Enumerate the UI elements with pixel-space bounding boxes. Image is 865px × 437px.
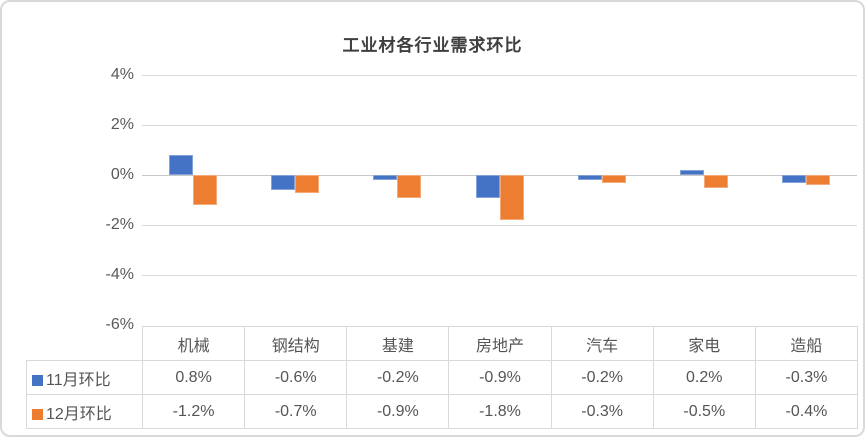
gridline bbox=[142, 275, 857, 276]
value-cell: -0.9% bbox=[448, 360, 552, 395]
value-cell: 0.2% bbox=[652, 360, 756, 395]
value-cell: -0.9% bbox=[346, 394, 450, 429]
legend-key-12月环比: 12月环比 bbox=[26, 394, 143, 429]
value-cell: -0.3% bbox=[550, 394, 654, 429]
gridline bbox=[142, 225, 857, 226]
bar-12月环比-家电 bbox=[703, 175, 728, 188]
bar-11月环比-基建 bbox=[373, 175, 398, 180]
category-header: 家电 bbox=[652, 326, 756, 361]
category-header: 基建 bbox=[346, 326, 450, 361]
value-cell: -0.3% bbox=[754, 360, 859, 395]
category-header: 汽车 bbox=[550, 326, 654, 361]
value-cell: -1.8% bbox=[448, 394, 552, 429]
data-table: 机械 钢结构 基建 房地产 汽车 家电 造船 11月环比 0.8% -0.6% -0.2% -0.9%… bbox=[26, 326, 859, 429]
bar-12月环比-房地产 bbox=[499, 175, 524, 220]
bar-11月环比-钢结构 bbox=[271, 175, 296, 190]
table-corner-cell bbox=[27, 327, 143, 361]
category-header: 钢结构 bbox=[244, 326, 348, 361]
y-axis-tick-label: 4% bbox=[110, 66, 134, 83]
value-cell: -1.2% bbox=[141, 394, 246, 429]
bar-11月环比-汽车 bbox=[577, 175, 602, 180]
bar-11月环比-房地产 bbox=[475, 175, 500, 198]
category-header: 房地产 bbox=[448, 326, 552, 361]
bar-12月环比-汽车 bbox=[601, 175, 626, 183]
y-axis-tick-label: -2% bbox=[105, 216, 134, 233]
legend-swatch-icon bbox=[32, 374, 43, 386]
series-name: 11月环比 bbox=[46, 371, 111, 389]
value-cell: -0.2% bbox=[346, 360, 450, 395]
bar-11月环比-机械 bbox=[169, 155, 194, 175]
gridline bbox=[142, 125, 857, 126]
bar-11月环比-造船 bbox=[781, 175, 806, 183]
legend-key-11月环比: 11月环比 bbox=[26, 360, 143, 395]
chart-title: 工业材各行业需求环比 bbox=[342, 36, 523, 55]
category-header: 机械 bbox=[141, 326, 246, 361]
value-cell: -0.4% bbox=[754, 394, 859, 429]
bar-12月环比-钢结构 bbox=[295, 175, 320, 193]
category-header: 造船 bbox=[754, 326, 859, 361]
series-name: 12月环比 bbox=[46, 405, 112, 423]
y-axis-tick-label: 0% bbox=[110, 166, 134, 183]
value-cell: -0.6% bbox=[244, 360, 348, 395]
value-cell: 0.8% bbox=[141, 360, 246, 395]
value-cell: -0.7% bbox=[244, 394, 348, 429]
y-axis-tick-label: 2% bbox=[110, 116, 134, 133]
y-axis-tick-label: -4% bbox=[105, 266, 134, 283]
legend-swatch-icon bbox=[32, 408, 43, 420]
bar-12月环比-造船 bbox=[805, 175, 830, 185]
plot-area bbox=[142, 75, 857, 325]
bar-11月环比-家电 bbox=[679, 170, 704, 175]
value-cell: -0.5% bbox=[652, 394, 756, 429]
gridline bbox=[142, 75, 857, 76]
bar-12月环比-机械 bbox=[193, 175, 218, 205]
value-cell: -0.2% bbox=[550, 360, 654, 395]
y-axis-tick-label: -6% bbox=[105, 316, 134, 333]
bar-12月环比-基建 bbox=[397, 175, 422, 198]
